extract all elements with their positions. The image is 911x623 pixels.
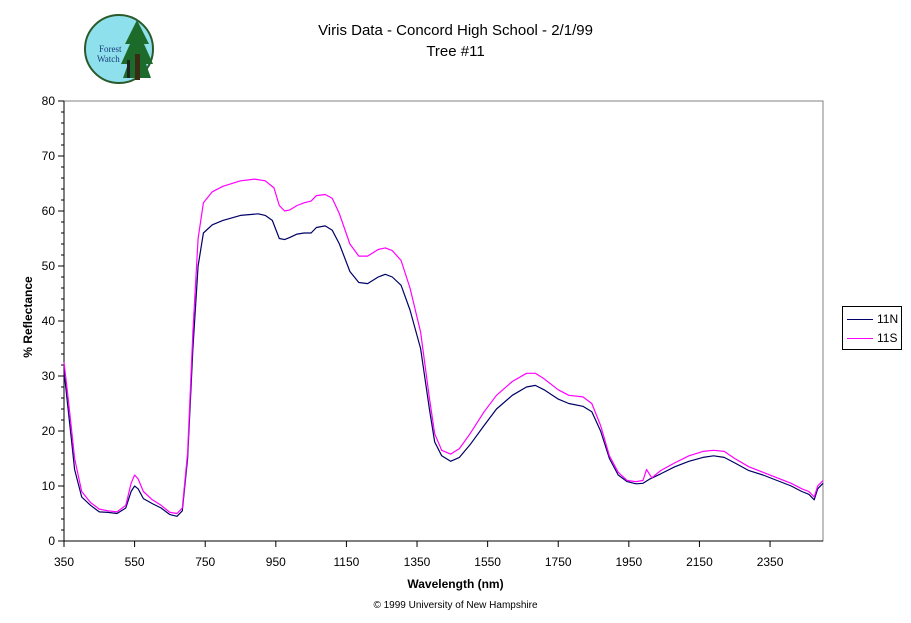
x-axis-label: Wavelength (nm) [407, 577, 504, 591]
forest-watch-logo: Forest Watch [84, 14, 154, 84]
legend-item-11s: 11S [847, 330, 897, 346]
chart-subtitle: Tree #11 [426, 43, 485, 60]
x-tick-label: 550 [125, 555, 145, 569]
x-tick-label: 1550 [474, 555, 501, 569]
legend-swatch-11n [847, 318, 873, 320]
x-tick-label: 2350 [757, 555, 784, 569]
legend-label-11s: 11S [877, 331, 898, 345]
logo-text-watch: Watch [97, 54, 120, 64]
y-tick-label: 70 [42, 149, 56, 163]
series-line-11s [63, 178, 824, 515]
plot-area [63, 100, 824, 542]
series-line-11n [63, 213, 824, 517]
y-tick-label: 80 [42, 94, 56, 108]
y-axis-label: % Reflectance [21, 276, 35, 358]
x-tick-label: 1950 [615, 555, 642, 569]
x-tick-label: 1150 [334, 555, 360, 569]
x-tick-label: 2150 [686, 555, 713, 569]
x-tick-label: 350 [54, 555, 74, 569]
legend-item-11n: 11N [847, 311, 898, 327]
x-tick-label: 1750 [545, 555, 572, 569]
x-tick-label: 750 [195, 555, 215, 569]
y-tick-label: 60 [42, 204, 56, 218]
y-tick-label: 40 [42, 314, 56, 328]
y-tick-label: 30 [42, 369, 56, 383]
copyright-text: © 1999 University of New Hampshire [373, 600, 538, 611]
legend-label-11n: 11N [877, 312, 899, 326]
y-tick-label: 10 [42, 479, 56, 493]
x-tick-label: 950 [266, 555, 286, 569]
y-tick-label: 20 [42, 424, 56, 438]
chart-title: Viris Data - Concord High School - 2/1/9… [318, 22, 593, 39]
legend: 11N 11S [842, 306, 902, 350]
legend-swatch-11s [847, 337, 873, 339]
logo-text-forest: Forest [99, 44, 122, 54]
y-tick-label: 0 [48, 534, 55, 548]
x-tick-label: 1350 [404, 555, 431, 569]
y-tick-label: 50 [42, 259, 56, 273]
